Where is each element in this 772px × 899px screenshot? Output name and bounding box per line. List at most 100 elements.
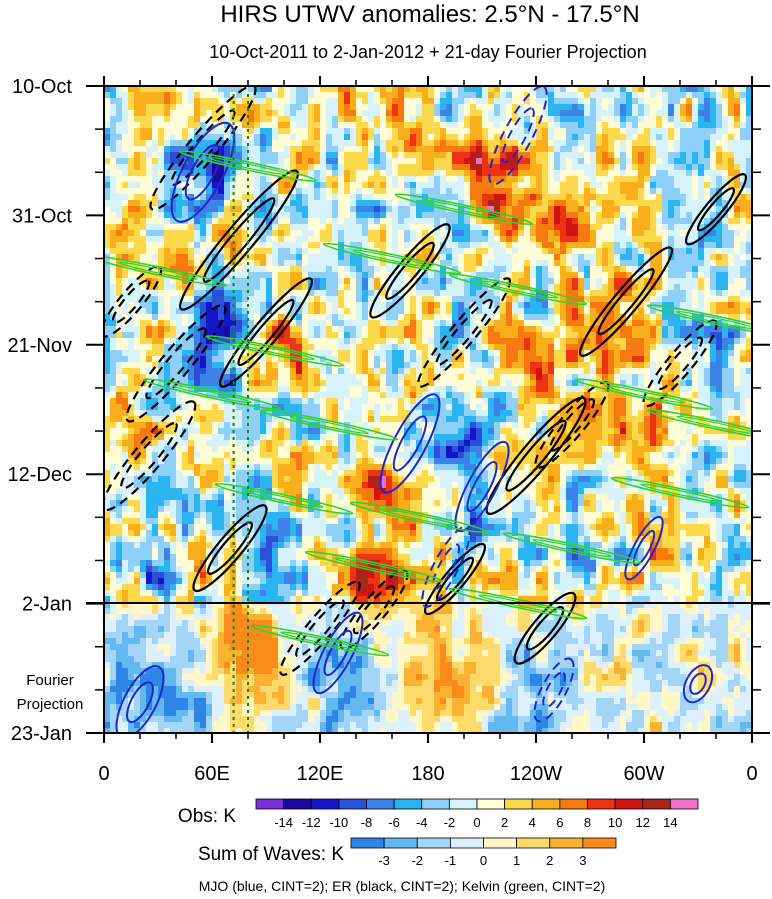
field-cell [170,152,177,159]
field-cell [248,554,255,561]
field-cell [332,572,339,579]
field-cell [278,464,285,471]
field-cell [128,140,135,147]
field-cell [164,308,171,315]
field-cell [362,146,369,153]
field-cell [356,182,363,189]
field-cell [230,320,237,327]
field-cell [218,200,225,207]
field-cell [356,188,363,195]
field-cell [326,470,333,477]
field-cell [158,98,165,105]
field-cell [116,626,123,633]
field-cell [176,716,183,723]
field-cell [362,716,369,723]
field-cell [218,86,225,93]
field-cell [266,380,273,387]
field-cell [350,338,357,345]
field-cell [200,284,207,291]
field-cell [176,422,183,429]
field-cell [224,494,231,501]
field-cell [260,542,267,549]
field-cell [362,350,369,357]
field-cell [320,602,327,609]
field-cell [356,158,363,165]
field-cell [374,344,381,351]
field-cell [140,494,147,501]
field-cell [236,302,243,309]
field-cell [356,458,363,465]
field-cell [230,272,237,279]
field-cell [134,380,141,387]
field-cell [170,86,177,93]
field-cell [200,404,207,411]
field-cell [194,182,201,189]
field-cell [164,236,171,243]
field-cell [236,668,243,675]
field-cell [242,200,249,207]
field-cell [104,386,111,393]
field-cell [302,206,309,213]
field-cell [242,398,249,405]
field-cell [110,272,117,279]
field-cell [284,326,291,333]
field-cell [326,110,333,117]
field-cell [164,146,171,153]
field-cell [338,608,345,615]
field-cell [332,392,339,399]
field-cell [170,716,177,723]
field-cell [356,494,363,501]
field-cell [344,302,351,309]
field-cell [314,656,321,663]
field-cell [164,242,171,249]
field-cell [248,296,255,303]
field-cell [134,710,141,717]
field-cell [326,500,333,507]
field-cell [362,362,369,369]
field-cell [200,506,207,513]
field-cell [164,548,171,555]
field-cell [122,368,129,375]
field-cell [326,188,333,195]
field-cell [230,626,237,633]
field-cell [356,194,363,201]
field-cell [278,722,285,729]
field-cell [104,398,111,405]
field-cell [218,398,225,405]
field-cell [152,710,159,717]
field-cell [338,176,345,183]
field-cell [350,86,357,93]
field-cell [110,680,117,687]
field-cell [314,296,321,303]
field-cell [356,674,363,681]
field-cell [284,164,291,171]
field-cell [248,518,255,525]
field-cell [320,542,327,549]
field-cell [308,308,315,315]
field-cell [380,134,387,141]
field-cell [128,104,135,111]
field-cell [206,548,213,555]
field-cell [212,158,219,165]
field-cell [332,230,339,237]
field-cell [302,452,309,459]
field-cell [200,602,207,609]
field-cell [326,278,333,285]
field-cell [338,206,345,213]
field-cell [116,392,123,399]
field-cell [122,632,129,639]
field-cell [374,164,381,171]
field-cell [350,266,357,273]
field-cell [296,248,303,255]
field-cell [356,362,363,369]
field-cell [362,140,369,147]
field-cell [236,182,243,189]
field-cell [140,458,147,465]
field-cell [194,122,201,129]
field-cell [248,350,255,357]
field-cell [356,464,363,471]
field-cell [374,86,381,93]
field-cell [368,332,375,339]
field-cell [308,716,315,723]
field-cell [368,674,375,681]
